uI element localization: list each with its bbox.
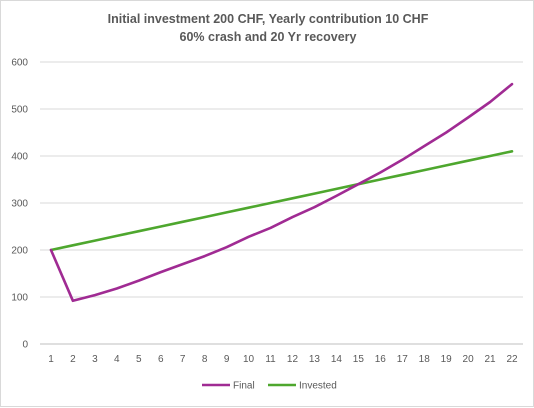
- x-tick-label: 21: [485, 354, 497, 365]
- y-tick-label: 0: [22, 340, 28, 351]
- x-tick-label: 4: [114, 354, 120, 365]
- y-tick-label: 300: [11, 199, 28, 210]
- chart-title: Initial investment 200 CHF, Yearly contr…: [108, 12, 429, 26]
- x-tick-label: 20: [463, 354, 475, 365]
- y-axis: 0 100 200 300 400 500 600: [11, 58, 28, 351]
- x-tick-label: 12: [287, 354, 299, 365]
- y-tick-label: 400: [11, 152, 28, 163]
- x-tick-label: 18: [419, 354, 431, 365]
- x-tick-label: 17: [397, 354, 409, 365]
- x-tick-label: 1: [48, 354, 54, 365]
- x-axis: 1 2 3 4 5 6 7 8 9 10 11 12 13 14 15 16 17 18 19 20 21 22: [40, 343, 523, 365]
- x-tick-label: 2: [70, 354, 76, 365]
- legend-label-final: Final: [233, 381, 255, 392]
- x-tick-label: 7: [180, 354, 186, 365]
- x-tick-label: 14: [331, 354, 343, 365]
- x-tick-label: 6: [158, 354, 164, 365]
- legend: Final Invested: [202, 381, 337, 392]
- legend-label-invested: Invested: [299, 381, 337, 392]
- x-tick-label: 22: [506, 354, 518, 365]
- series-lines: [49, 82, 514, 303]
- x-tick-label: 8: [202, 354, 208, 365]
- x-tick-label: 10: [243, 354, 255, 365]
- y-tick-label: 100: [11, 293, 28, 304]
- x-tick-label: 19: [441, 354, 453, 365]
- series-line-final: [49, 82, 514, 303]
- x-tick-label: 15: [353, 354, 365, 365]
- y-tick-label: 200: [11, 246, 28, 257]
- x-tick-label: 5: [136, 354, 142, 365]
- x-tick-label: 13: [309, 354, 321, 365]
- series-line-invested: [49, 150, 514, 252]
- y-tick-label: 600: [11, 58, 28, 69]
- x-tick-label: 11: [265, 354, 276, 365]
- x-tick-label: 16: [375, 354, 387, 365]
- gridlines: [40, 61, 523, 298]
- x-tick-label: 9: [224, 354, 230, 365]
- y-tick-label: 500: [11, 105, 28, 116]
- chart-subtitle: 60% crash and 20 Yr recovery: [180, 30, 357, 44]
- x-tick-label: 3: [92, 354, 98, 365]
